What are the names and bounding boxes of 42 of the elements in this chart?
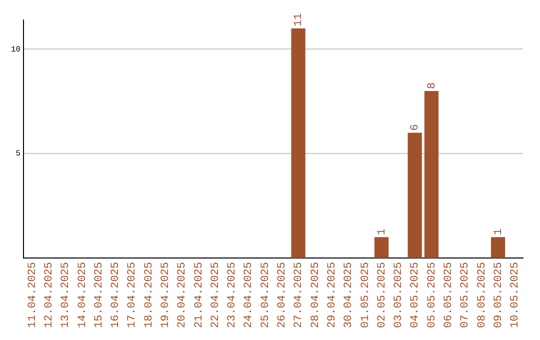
x-tick-label: 18.04.2025 bbox=[143, 262, 156, 328]
data-label: 8 bbox=[426, 82, 438, 89]
x-tick-label: 20.04.2025 bbox=[176, 262, 189, 328]
data-label: 1 bbox=[492, 228, 505, 236]
x-tick-label: 27.04.2025 bbox=[293, 262, 306, 328]
y-tick-label: 10 bbox=[10, 45, 21, 54]
x-tick-label: 16.04.2025 bbox=[110, 262, 122, 328]
x-tick-label: 22.04.2025 bbox=[210, 262, 222, 328]
bar bbox=[408, 132, 422, 258]
x-tick-label: 19.04.2025 bbox=[160, 262, 172, 328]
x-tick-label: 13.04.2025 bbox=[60, 262, 72, 328]
x-tick-label: 08.05.2025 bbox=[476, 262, 488, 328]
x-tick-label: 15.04.2025 bbox=[93, 262, 106, 328]
x-tick-label: 11.04.2025 bbox=[26, 262, 39, 328]
data-label: 1 bbox=[376, 228, 388, 236]
x-tick-label: 14.04.2025 bbox=[76, 262, 89, 328]
data-label: 6 bbox=[410, 124, 422, 131]
bar bbox=[374, 237, 389, 258]
bar bbox=[490, 237, 506, 258]
x-tick-label: 03.05.2025 bbox=[393, 262, 406, 328]
x-tick-label: 30.04.2025 bbox=[343, 262, 356, 328]
x-tick-label: 04.05.2025 bbox=[410, 262, 422, 328]
x-tick-label: 23.04.2025 bbox=[226, 262, 239, 328]
x-tick-label: 06.05.2025 bbox=[443, 262, 456, 328]
x-tick-label: 24.04.2025 bbox=[243, 262, 256, 328]
x-tick-label: 05.05.2025 bbox=[426, 262, 438, 328]
x-tick-label: 29.04.2025 bbox=[326, 262, 338, 328]
bar bbox=[291, 28, 306, 258]
x-tick-label: 10.05.2025 bbox=[510, 262, 522, 328]
x-tick-label: 01.05.2025 bbox=[360, 262, 372, 328]
x-tick-label: 25.04.2025 bbox=[260, 262, 272, 328]
data-label: 11 bbox=[293, 12, 306, 26]
x-tick-label: 12.04.2025 bbox=[43, 262, 56, 328]
y-tick-label: 5 bbox=[16, 150, 21, 159]
x-tick-label: 28.04.2025 bbox=[310, 262, 322, 328]
x-tick-label: 07.05.2025 bbox=[460, 262, 472, 328]
x-tick-label: 17.04.2025 bbox=[126, 262, 139, 328]
x-tick-label: 09.05.2025 bbox=[492, 262, 505, 328]
x-tick-label: 26.04.2025 bbox=[276, 262, 289, 328]
x-tick-label: 21.04.2025 bbox=[193, 262, 206, 328]
bar bbox=[424, 90, 439, 258]
x-tick-label: 02.05.2025 bbox=[376, 262, 388, 328]
